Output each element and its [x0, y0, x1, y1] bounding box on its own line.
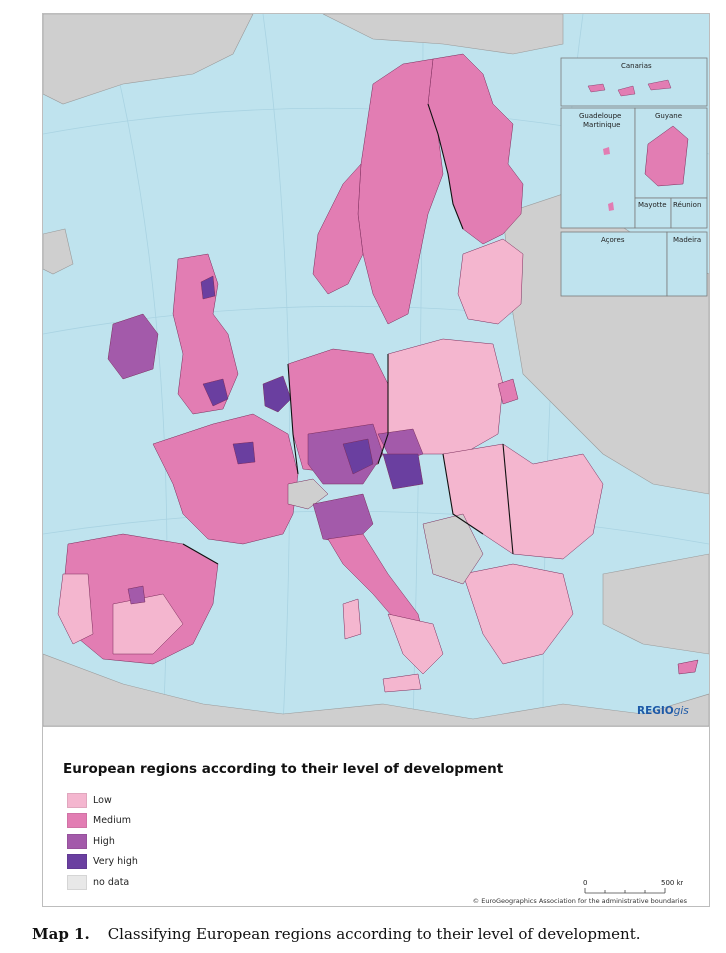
inset-label-guyane: Guyane	[655, 112, 682, 120]
scale-end: 500 km	[661, 879, 683, 887]
figure-caption: Map 1. Classifying European regions accor…	[32, 925, 641, 943]
legend-item: Medium	[67, 813, 131, 828]
caption-label: Map 1.	[32, 925, 90, 943]
inset-label-reunion: Réunion	[673, 201, 701, 209]
brand-regio: REGIO	[637, 705, 674, 717]
inset-label-guadeloupe: Guadeloupe	[579, 112, 621, 120]
legend-label: High	[93, 835, 115, 847]
cyprus-region	[677, 659, 699, 675]
copyright-notice: © EuroGeographics Association for the ad…	[472, 897, 687, 905]
baltic-regions	[457, 238, 524, 325]
caption-text: Classifying European regions according t…	[107, 925, 641, 943]
inset-label-canarias: Canarias	[621, 62, 652, 70]
western-central-regions	[152, 348, 389, 545]
choropleth-map: Canarias Guadeloupe Martinique Guyane Ma…	[43, 14, 709, 726]
scale-bar: 0 500 km	[583, 879, 683, 894]
inset-panels: Canarias Guadeloupe Martinique Guyane Ma…	[560, 57, 708, 297]
legend-swatch	[67, 874, 87, 890]
legend-label: Low	[93, 794, 112, 806]
iberia-regions	[57, 533, 219, 665]
legend-label: no data	[93, 876, 130, 888]
eastern-regions	[377, 338, 604, 665]
legend-swatch	[67, 833, 87, 849]
legend-item: no data	[67, 874, 130, 890]
legend-item: High	[67, 833, 115, 849]
inset-label-martinique: Martinique	[583, 121, 620, 129]
regiogis-brand: REGIOgis	[637, 705, 689, 717]
legend-label: Medium	[93, 815, 131, 826]
legend-item: Very high	[67, 854, 138, 869]
map-legend: European regions according to their leve…	[43, 726, 709, 907]
legend-label: Very high	[93, 856, 138, 867]
inset-label-acores: Açores	[601, 236, 625, 244]
legend-swatch	[67, 813, 87, 828]
legend-item: Low	[67, 792, 112, 808]
italy-regions	[327, 533, 444, 693]
brand-gis: gis	[674, 705, 690, 717]
non-eu-land	[43, 14, 709, 726]
inset-label-mayotte: Mayotte	[638, 201, 667, 209]
legend-swatch	[67, 792, 87, 808]
legend-swatch	[67, 854, 87, 869]
legend-title: European regions according to their leve…	[63, 761, 504, 777]
map-figure: Canarias Guadeloupe Martinique Guyane Ma…	[42, 13, 710, 907]
uk-ireland-regions	[107, 253, 239, 415]
national-borders	[182, 103, 514, 565]
scale-start: 0	[583, 879, 587, 887]
inset-label-madeira: Madeira	[673, 236, 701, 244]
